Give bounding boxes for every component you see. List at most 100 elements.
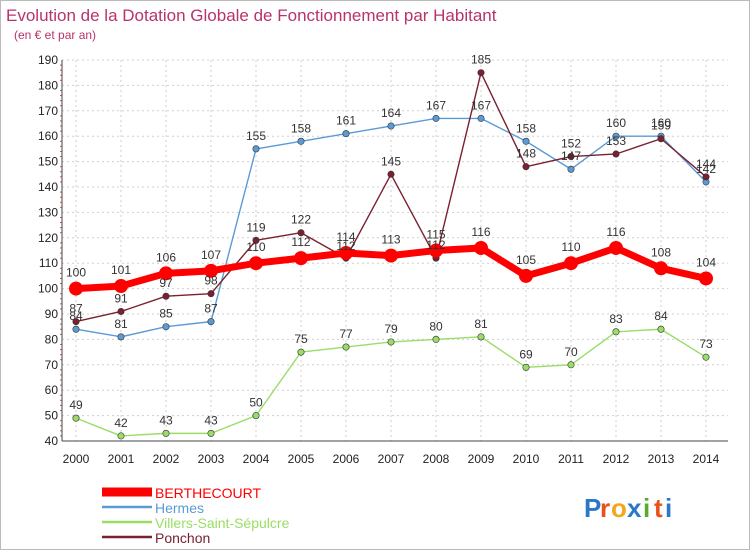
data-label-berthecourt: 100	[66, 266, 86, 280]
data-label-hermes: 81	[114, 317, 128, 331]
data-label-villers-saint-sepulcre: 75	[294, 332, 308, 346]
legend-label-hermes: Hermes	[155, 500, 204, 516]
y-tick-label: 120	[38, 231, 58, 245]
data-point-hermes	[162, 323, 170, 331]
data-point-ponchon	[297, 229, 305, 237]
x-tick-label: 2003	[198, 452, 225, 466]
y-tick-label: 190	[38, 53, 58, 67]
x-tick-label: 2008	[423, 452, 450, 466]
logo-letter: r	[600, 493, 610, 523]
data-label-berthecourt: 115	[426, 228, 445, 242]
data-label-berthecourt: 107	[201, 248, 221, 262]
data-label-ponchon: 98	[204, 274, 218, 288]
x-tick-label: 2012	[603, 452, 630, 466]
data-label-berthecourt: 114	[336, 230, 355, 244]
data-label-ponchon: 185	[471, 53, 491, 67]
data-label-berthecourt: 104	[696, 255, 716, 269]
data-point-villers-saint-sepulcre	[162, 429, 170, 437]
logo-letter: t	[654, 493, 663, 523]
legend-label-berthecourt: BERTHECOURT	[155, 485, 262, 501]
data-label-ponchon: 122	[291, 213, 311, 227]
y-tick-label: 130	[38, 205, 58, 219]
y-tick-label: 40	[45, 434, 59, 448]
data-label-villers-saint-sepulcre: 79	[384, 322, 398, 336]
data-point-hermes	[72, 325, 80, 333]
data-label-villers-saint-sepulcre: 73	[699, 337, 713, 351]
data-point-villers-saint-sepulcre	[567, 361, 575, 369]
logo-letter: i	[643, 493, 650, 523]
data-label-berthecourt: 101	[111, 263, 131, 277]
x-tick-label: 2010	[513, 452, 540, 466]
data-point-berthecourt	[699, 271, 713, 286]
data-label-villers-saint-sepulcre: 84	[654, 309, 668, 323]
data-label-hermes: 160	[606, 116, 626, 130]
data-label-ponchon: 112	[426, 238, 445, 252]
legend-label-villers-saint-sepulcre: Villers-Saint-Sépulcre	[155, 515, 290, 531]
data-label-ponchon: 87	[69, 302, 83, 316]
data-label-villers-saint-sepulcre: 69	[519, 347, 533, 361]
data-label-villers-saint-sepulcre: 43	[204, 413, 218, 427]
data-point-berthecourt	[339, 246, 353, 261]
x-tick-label: 2007	[378, 452, 405, 466]
data-point-hermes	[342, 130, 350, 138]
data-label-hermes: 147	[561, 149, 581, 163]
data-point-hermes	[567, 165, 575, 173]
y-tick-label: 100	[38, 282, 58, 296]
data-label-hermes: 155	[246, 129, 266, 143]
data-label-villers-saint-sepulcre: 70	[564, 345, 578, 359]
data-point-hermes	[477, 114, 485, 122]
data-label-ponchon: 148	[516, 147, 536, 161]
data-label-ponchon: 153	[606, 134, 626, 148]
data-point-berthecourt	[384, 248, 398, 263]
data-point-ponchon	[522, 163, 530, 171]
data-point-hermes	[297, 137, 305, 145]
data-point-berthecourt	[474, 240, 488, 255]
y-tick-label: 90	[45, 307, 59, 321]
data-label-berthecourt: 112	[291, 235, 310, 249]
data-label-berthecourt: 116	[471, 225, 490, 239]
data-label-hermes: 84	[69, 309, 83, 323]
data-point-hermes	[117, 333, 125, 341]
data-point-hermes	[207, 318, 215, 326]
y-tick-label: 180	[38, 78, 58, 92]
data-point-berthecourt	[69, 281, 83, 296]
data-label-hermes: 161	[336, 114, 356, 128]
proxiti-logo: Pr o x i t i	[584, 493, 672, 523]
y-tick-label: 170	[38, 104, 58, 118]
data-point-ponchon	[657, 135, 665, 143]
data-label-berthecourt: 108	[651, 245, 671, 259]
data-point-villers-saint-sepulcre	[72, 414, 80, 422]
data-label-hermes: 167	[471, 98, 491, 112]
y-tick-label: 70	[45, 358, 59, 372]
x-tick-label: 2002	[153, 452, 180, 466]
data-point-villers-saint-sepulcre	[117, 432, 125, 440]
data-label-ponchon: 152	[561, 137, 581, 151]
data-point-ponchon	[702, 173, 710, 181]
data-label-ponchon: 97	[159, 276, 173, 290]
y-tick-label: 140	[38, 180, 58, 194]
data-label-villers-saint-sepulcre: 83	[609, 312, 623, 326]
data-label-hermes: 158	[516, 121, 536, 135]
data-point-berthecourt	[519, 268, 533, 283]
data-label-ponchon: 145	[381, 154, 401, 168]
data-point-hermes	[612, 132, 620, 140]
logo-letter: P	[584, 493, 601, 523]
data-label-hermes: 167	[426, 98, 446, 112]
data-label-berthecourt: 105	[516, 253, 536, 267]
data-point-berthecourt	[429, 243, 443, 258]
data-point-hermes	[387, 122, 395, 130]
data-point-ponchon	[252, 236, 260, 244]
data-point-villers-saint-sepulcre	[387, 338, 395, 346]
data-point-berthecourt	[114, 279, 128, 294]
data-point-berthecourt	[654, 261, 668, 276]
data-point-ponchon	[207, 290, 215, 298]
data-label-hermes: 160	[651, 116, 671, 130]
logo-letter: x	[627, 493, 642, 523]
legend-label-ponchon: Ponchon	[155, 530, 210, 546]
chart-title: Evolution de la Dotation Globale de Fonc…	[6, 6, 497, 25]
data-label-villers-saint-sepulcre: 50	[249, 396, 263, 410]
chart-subtitle: (en € et par an)	[14, 28, 96, 42]
y-tick-label: 160	[38, 129, 58, 143]
